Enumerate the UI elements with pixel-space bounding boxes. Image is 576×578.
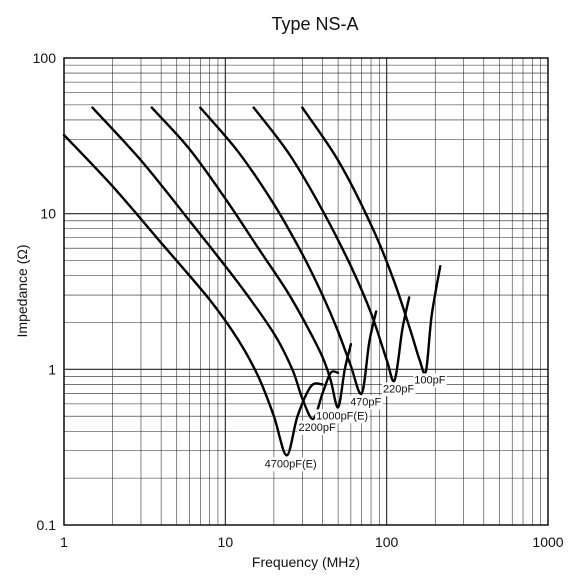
series-label-text: 100pF bbox=[414, 374, 445, 386]
plot-frame bbox=[64, 58, 548, 525]
x-tick-label: 1 bbox=[60, 534, 68, 550]
y-axis-label: Impedance (Ω) bbox=[14, 245, 30, 338]
grid bbox=[64, 58, 548, 525]
y-tick-label: 100 bbox=[33, 50, 57, 66]
series-label: 100pF bbox=[413, 373, 446, 387]
y-tick-label: 10 bbox=[40, 206, 56, 222]
x-tick-label: 10 bbox=[218, 534, 234, 550]
series-label-text: 1000pF(E) bbox=[316, 410, 368, 422]
series-curves bbox=[64, 108, 440, 456]
y-tick-label: 0.1 bbox=[37, 517, 57, 533]
series-label-text: 470pF bbox=[350, 396, 381, 408]
x-axis-label: Frequency (MHz) bbox=[252, 554, 360, 570]
series-label-text: 2200pF bbox=[298, 422, 336, 434]
x-tick-label: 1000 bbox=[532, 534, 563, 550]
series-label: 4700pF(E) bbox=[264, 457, 318, 471]
series-label: 220pF bbox=[382, 382, 415, 396]
series-label: 1000pF(E) bbox=[315, 409, 369, 423]
series-label-text: 4700pF(E) bbox=[265, 458, 317, 470]
chart-title: Type NS-A bbox=[271, 14, 358, 34]
series-label-text: 220pF bbox=[383, 383, 414, 395]
series-line-2200pf bbox=[92, 108, 338, 419]
series-label: 470pF bbox=[349, 395, 382, 409]
y-tick-label: 1 bbox=[48, 361, 56, 377]
x-tick-label: 100 bbox=[375, 534, 399, 550]
